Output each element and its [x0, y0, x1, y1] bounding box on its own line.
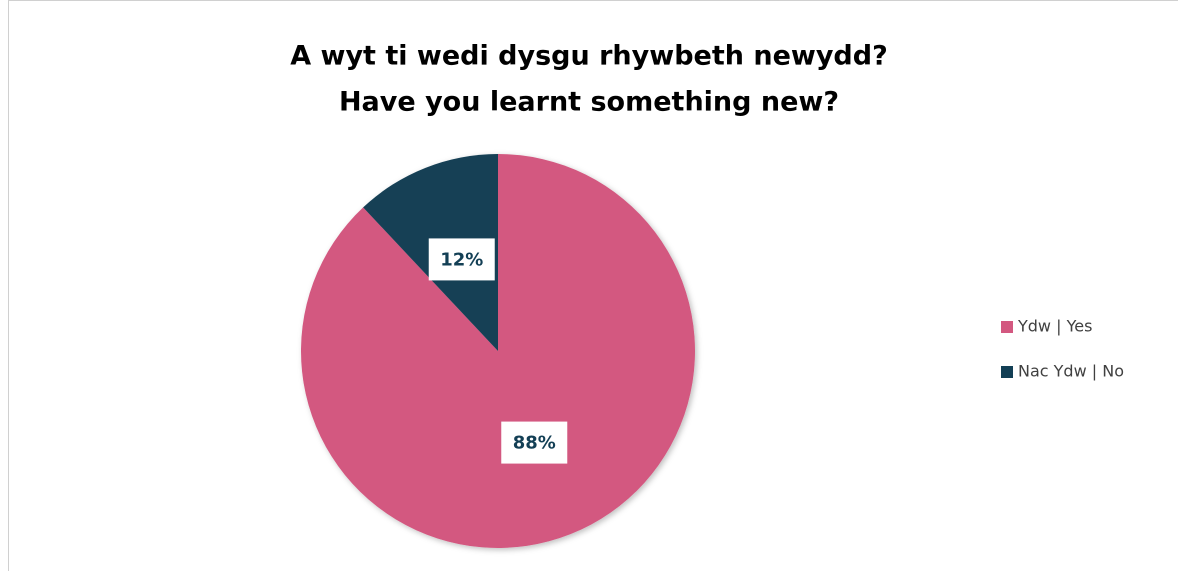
value-label: 12% — [440, 249, 483, 270]
chart-title: A wyt ti wedi dysgu rhywbeth newydd? — [290, 41, 888, 72]
value-label-box — [501, 421, 568, 464]
legend-swatch — [1001, 366, 1013, 378]
pie — [301, 154, 695, 548]
chart-title: Have you learnt something new? — [339, 87, 839, 118]
legend-label: Nac Ydw | No — [1018, 362, 1124, 381]
pie-slice — [301, 154, 695, 548]
legend-swatch — [1001, 321, 1013, 333]
legend-label: Ydw | Yes — [1017, 317, 1092, 336]
value-label-box — [428, 238, 495, 281]
value-label: 88% — [513, 433, 556, 454]
